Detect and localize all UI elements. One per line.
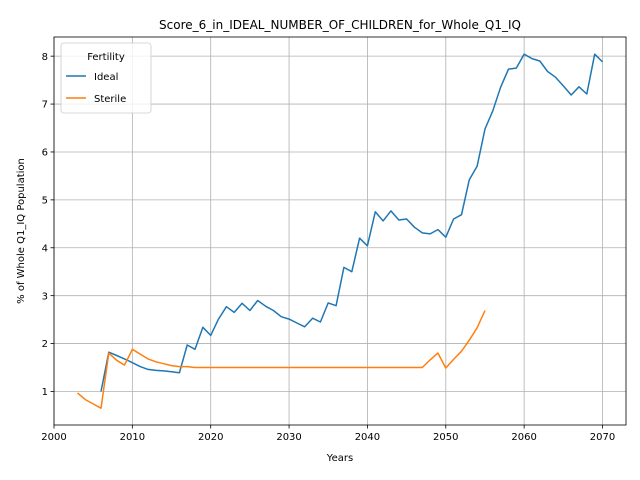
series-lines [77,53,604,409]
y-tick-label: 4 [42,243,48,254]
series-line-ideal [100,53,604,392]
grid-lines [53,37,626,425]
y-tick-label: 5 [42,195,48,206]
y-tick-label: 7 [42,100,48,111]
y-tick-label: 8 [42,52,48,63]
x-tick-label: 2050 [433,432,458,443]
legend-box [60,42,152,114]
y-axis-ticks: 1 2 3 4 5 6 7 8 [42,52,54,398]
x-tick-label: 2020 [198,432,223,443]
x-tick-label: 2000 [41,432,66,443]
x-tick-label: 2070 [590,432,615,443]
x-tick-label: 2060 [511,432,536,443]
y-tick-label: 6 [42,148,48,159]
y-axis-label: % of Whole Q1_IQ Population [16,158,27,304]
x-axis-label: Years [326,453,353,464]
legend-label-ideal: Ideal [94,72,118,83]
chart-title: Score_6_in_IDEAL_NUMBER_OF_CHILDREN_for_… [159,18,521,32]
legend-items: Ideal Sterile [66,72,126,105]
x-tick-label: 2040 [355,432,380,443]
legend-title: Fertility [87,52,125,63]
y-tick-label: 3 [42,291,48,302]
x-axis-ticks: 2000 2010 2020 2030 2040 2050 2060 2070 [41,425,615,443]
plot-frame [53,36,627,426]
legend-label-sterile: Sterile [94,94,126,105]
x-tick-label: 2010 [120,432,145,443]
x-tick-label: 2030 [276,432,301,443]
y-tick-label: 2 [42,339,48,350]
series-line-sterile [77,310,486,409]
legend: Fertility Ideal Sterile [60,42,152,114]
y-tick-label: 1 [42,387,48,398]
